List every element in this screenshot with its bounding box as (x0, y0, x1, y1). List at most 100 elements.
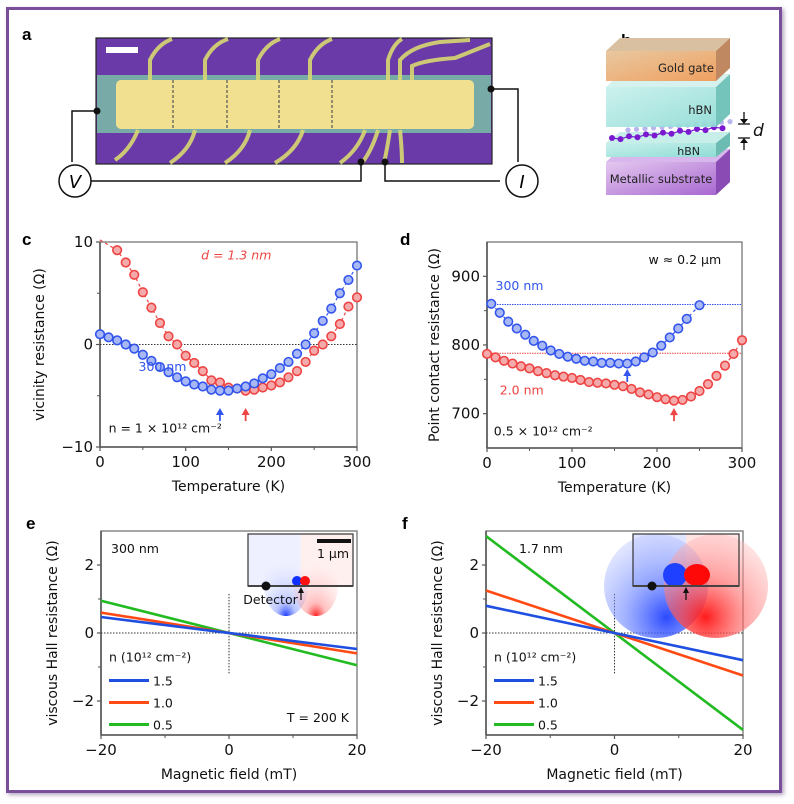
data-point (103, 332, 114, 343)
x-tick-label: 100 (171, 453, 200, 471)
data-point (197, 381, 208, 392)
legend-title: n (10¹² cm⁻²) (109, 649, 191, 664)
data-point (507, 358, 518, 369)
data-point (588, 356, 599, 367)
data-point (728, 348, 739, 360)
legend-label: 1.5 (153, 673, 173, 688)
y-tick-label: 0 (84, 624, 94, 642)
data-point (515, 361, 527, 372)
data-point (647, 347, 658, 358)
detector-label: Detector (243, 592, 298, 607)
substrate-front (606, 162, 716, 195)
data-point (129, 269, 140, 280)
data-point (626, 383, 637, 395)
hall-bar (116, 80, 474, 129)
data-point (163, 367, 174, 378)
panel-label-a: a (22, 25, 32, 44)
legend-label: 1.5 (538, 673, 558, 688)
data-point (163, 331, 174, 342)
substrate-side (716, 149, 730, 195)
data-point (541, 368, 552, 379)
data-point (351, 260, 363, 271)
data-point (257, 382, 268, 393)
data-point (719, 360, 731, 371)
x-axis-title: Magnetic field (mT) (546, 767, 682, 783)
chart-d: 0 100 200 300 700 800 900 Temperature (K) Point … (427, 241, 757, 496)
legend-label: 0.5 (538, 717, 558, 732)
data-point (571, 353, 582, 364)
data-point (137, 349, 148, 360)
width-annotation: w ≈ 0.2 μm (649, 252, 722, 267)
data-point (660, 394, 671, 405)
y-tick-label: 0 (469, 624, 479, 642)
y-tick-label: 2 (469, 556, 479, 574)
x-tick-label: 20 (733, 741, 752, 759)
x-tick-label: 200 (643, 454, 672, 472)
data-point (317, 339, 328, 350)
x-tick-label: 0 (610, 741, 620, 759)
data-point (112, 335, 123, 346)
circuit-contacts (93, 85, 495, 166)
x-tick-label: 0 (95, 453, 105, 471)
data-point (643, 389, 654, 400)
bottom-hbn-front (606, 143, 716, 157)
data-point (566, 372, 578, 384)
current-source: I (505, 164, 539, 198)
data-point (486, 298, 497, 309)
graphene-atom-back (625, 127, 631, 133)
voltmeter-circle-icon (58, 164, 92, 198)
data-point (343, 274, 354, 286)
data-point (154, 317, 166, 329)
y-tick-label: 10 (74, 233, 93, 251)
density-annotation: n = 1 × 10¹² cm⁻² (109, 421, 222, 436)
data-point (673, 323, 684, 334)
graphene-atom-back (727, 119, 733, 125)
data-point (490, 352, 501, 363)
x-tick-label: 300 (343, 453, 372, 471)
spacing-label: d (753, 121, 764, 141)
contact-dot (357, 158, 365, 166)
data-point (334, 288, 345, 299)
data-point (206, 375, 217, 386)
data-point (189, 357, 200, 369)
x-tick-label: −20 (85, 741, 117, 759)
data-point (112, 245, 123, 256)
graphene-atom-back (633, 126, 640, 132)
inset-blue-core (663, 563, 687, 587)
data-point (189, 379, 200, 390)
wire-v-right (91, 163, 362, 182)
data-point (583, 376, 595, 388)
wire-v-left (71, 110, 97, 162)
min-arrow-icon (623, 368, 632, 376)
data-point (694, 300, 705, 311)
data-point (592, 377, 603, 388)
layer-substrate-label: Metallic substrate (610, 172, 713, 186)
density-annotation: 0.5 × 10¹² cm⁻² (494, 424, 593, 439)
data-point (206, 384, 217, 395)
data-point (291, 366, 303, 377)
gate-side (716, 38, 730, 81)
data-point (622, 358, 633, 369)
data-point (214, 377, 226, 388)
legend-label: 0.5 (153, 717, 173, 732)
wire-i-left (384, 163, 500, 182)
data-point (309, 328, 320, 339)
data-point (351, 292, 363, 303)
inset-map (604, 533, 768, 638)
temperature-annotation: T = 200 K (286, 710, 350, 725)
x-tick-label: 300 (728, 454, 757, 472)
spacing-marker (738, 112, 750, 150)
data-point (129, 343, 140, 354)
data-point (154, 361, 166, 373)
current-source-circle-icon (505, 164, 539, 198)
injector-arrow-icon (683, 587, 689, 593)
data-point (326, 331, 337, 342)
panel-label-e: e (26, 514, 35, 533)
legend-label: 1.0 (153, 695, 173, 710)
inset-red-core (684, 564, 710, 586)
data-point (736, 335, 748, 346)
y-axis-title: vicinity resistance (Ω) (32, 268, 48, 421)
